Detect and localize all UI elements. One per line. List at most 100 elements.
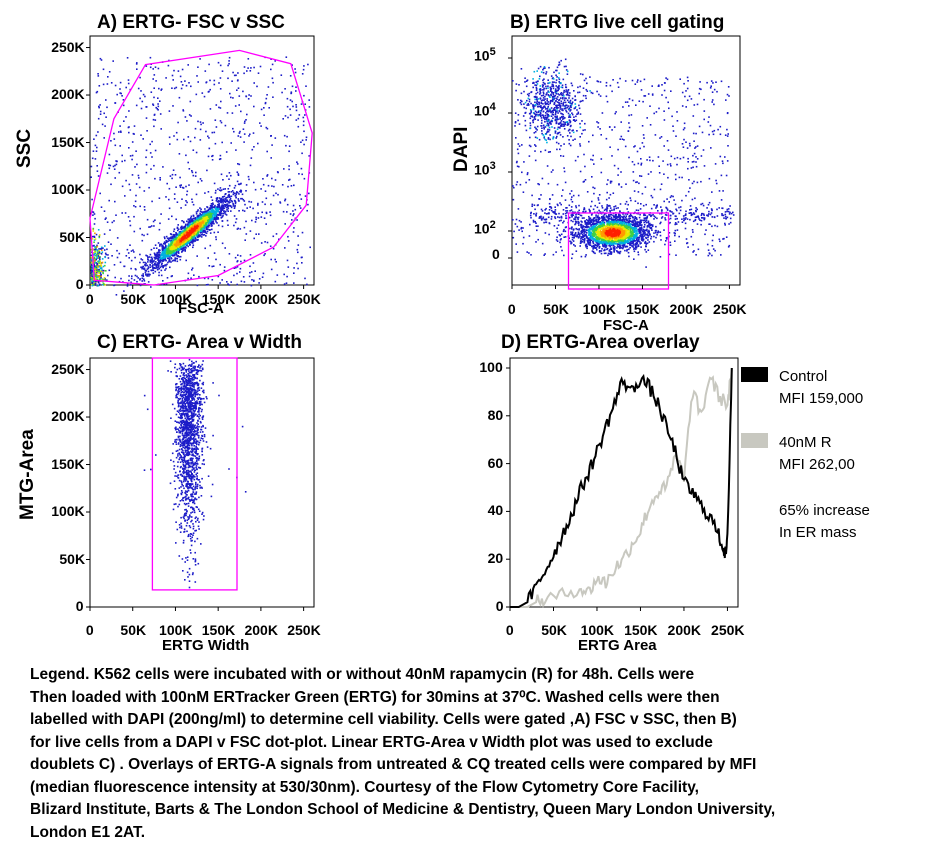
panel-a-point	[178, 249, 181, 251]
panel-b-point	[518, 123, 521, 125]
panel-b-point	[552, 92, 555, 94]
panel-b-point	[643, 137, 645, 139]
panel-a-point	[214, 218, 217, 221]
panel-a-point	[227, 191, 230, 193]
panel-a-gate	[89, 49, 313, 286]
panel-a-xtick-label: 100K	[159, 291, 193, 307]
panel-a-point	[215, 126, 218, 128]
panel-a-point	[180, 235, 182, 237]
panel-b-point	[551, 98, 554, 101]
panel-d-ytick-label: 60	[487, 454, 504, 471]
panel-a-point	[101, 283, 104, 286]
panel-a-point	[149, 226, 152, 228]
panel-a-point	[201, 219, 204, 222]
panel-a-point	[305, 139, 307, 141]
panel-a-point	[144, 264, 147, 266]
panel-a-point	[173, 198, 176, 200]
panel-a-point	[228, 284, 231, 286]
panel-a-point	[224, 124, 227, 127]
panel-a-point	[93, 138, 95, 140]
panel-b-point	[606, 207, 608, 209]
panel-a-point	[111, 255, 113, 257]
panel-b-point	[556, 69, 558, 72]
panel-a-point	[95, 271, 98, 274]
panel-a-point	[210, 225, 213, 227]
panel-b-point	[711, 91, 714, 93]
panel-b-point	[578, 107, 581, 110]
panel-b-point	[696, 145, 699, 147]
panel-b-point	[624, 101, 627, 103]
panel-a-point	[220, 209, 222, 212]
panel-b-point	[551, 92, 553, 94]
panel-a-point	[216, 206, 219, 208]
panel-b-point	[644, 95, 647, 97]
panel-a-point	[229, 199, 231, 201]
panel-a-point	[171, 87, 173, 89]
panel-b-point	[635, 209, 638, 211]
panel-b-point	[653, 188, 656, 191]
panel-a-point	[197, 209, 199, 211]
panel-a-point	[102, 269, 105, 272]
panel-b-point	[551, 85, 553, 88]
panel-a-point	[142, 275, 145, 278]
panel-d-xtick-label: 250K	[711, 622, 745, 638]
panel-a-point	[208, 208, 210, 211]
panel-b-point	[530, 111, 532, 114]
panel-a-point	[216, 197, 219, 199]
panel-a-point	[191, 230, 193, 232]
panel-b-point	[550, 115, 553, 117]
panel-a-point	[121, 154, 123, 157]
panel-b-point	[558, 123, 560, 125]
panel-b-point	[635, 104, 637, 106]
panel-a-point	[196, 210, 199, 213]
panel-a-point	[300, 256, 303, 259]
panel-b-point	[574, 103, 577, 105]
panel-a-point	[179, 258, 182, 261]
panel-b-point	[687, 161, 689, 163]
panel-a-point	[168, 251, 171, 253]
panel-a-point	[204, 222, 207, 224]
panel-a-point	[226, 200, 229, 203]
panel-a-point	[191, 237, 193, 240]
panel-a-point	[171, 235, 174, 238]
panel-a-point	[236, 191, 238, 193]
panel-a-point	[299, 207, 302, 209]
panel-a-point	[199, 227, 202, 230]
panel-a-point	[98, 260, 100, 262]
panel-a-point	[229, 92, 231, 95]
panel-b-point	[545, 118, 548, 120]
panel-a-point	[199, 218, 201, 221]
panel-b-point	[518, 219, 521, 222]
panel-b-point	[670, 155, 673, 158]
panel-a-point	[128, 257, 130, 259]
panel-b-point	[711, 99, 714, 101]
panel-b-point	[562, 123, 564, 125]
panel-b-point	[727, 145, 729, 147]
panel-a-point	[130, 277, 133, 280]
panel-b-point	[627, 203, 629, 206]
panel-b-point	[563, 101, 565, 104]
panel-a-point	[174, 257, 177, 260]
panel-a-point	[269, 211, 271, 213]
panel-a-point	[297, 125, 300, 128]
panel-b-point	[555, 141, 558, 144]
panel-a-ytick-label: 50K	[59, 228, 86, 245]
panel-b-point	[649, 124, 652, 126]
panel-b-point	[548, 209, 551, 211]
panel-b-point	[542, 67, 545, 70]
panel-a-point	[107, 274, 109, 277]
panel-a-point	[143, 267, 146, 270]
panel-b-point	[549, 101, 552, 103]
panel-b-point	[689, 218, 691, 221]
panel-a-point	[212, 214, 214, 217]
panel-c-ytick-label: 150K	[51, 455, 85, 472]
panel-a-point	[207, 212, 209, 215]
panel-a-point	[221, 216, 224, 218]
panel-b-point	[544, 106, 546, 108]
panel-a-point	[206, 206, 209, 209]
panel-b-point	[605, 218, 607, 221]
panel-a-point	[237, 79, 239, 81]
panel-b-point	[570, 109, 572, 111]
panel-b-point	[539, 105, 541, 108]
panel-a-point	[149, 143, 151, 146]
